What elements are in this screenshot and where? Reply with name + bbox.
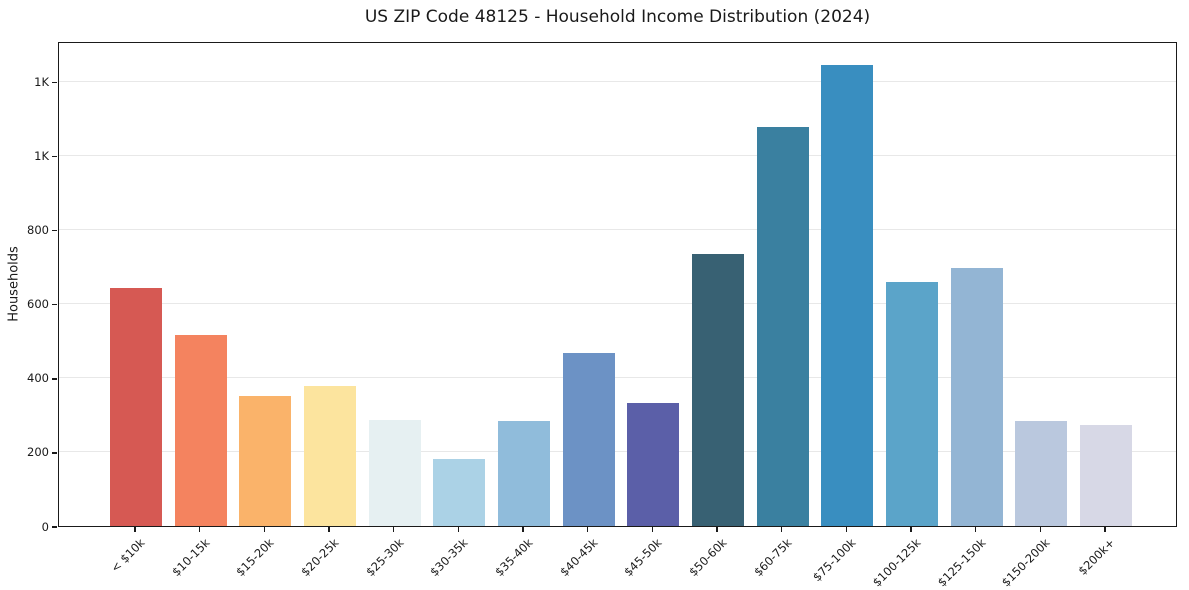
y-tick-label: 800 [27, 223, 49, 238]
x-tick-label: $30-35k [427, 535, 471, 580]
gridline-y-800 [59, 228, 1176, 230]
x-tick-label: $60-75k [750, 535, 795, 580]
x-tick-mark [392, 527, 395, 532]
bar-$35-40k [498, 420, 550, 526]
x-tick-label: < $10k [107, 535, 148, 576]
bar-$45-50k [627, 403, 680, 526]
x-tick-mark [457, 527, 460, 532]
bar-$15-20k [239, 396, 292, 526]
bar-$150-200k [1015, 420, 1068, 526]
x-tick-label: $125-150k [934, 535, 989, 590]
chart-title: US ZIP Code 48125 - Household Income Dis… [364, 7, 871, 27]
x-tick-mark [780, 527, 783, 532]
x-tick-label: $10-15k [168, 535, 213, 580]
gridline-y-200 [59, 450, 1176, 452]
x-tick-mark [134, 527, 136, 532]
y-tick-label: 1K [34, 75, 49, 90]
y-tick-label: 1K [34, 149, 49, 164]
x-tick-mark [716, 527, 718, 532]
x-tick-mark [198, 527, 201, 532]
bar-$75-100k [821, 65, 874, 526]
x-tick-label: $50-60k [686, 535, 730, 580]
y-tick-mark [52, 526, 57, 528]
y-tick-label: 400 [27, 371, 49, 386]
plot-area [58, 42, 1177, 527]
y-tick-mark [52, 229, 57, 232]
x-tick-mark [522, 527, 524, 532]
x-tick-label: $150-200k [999, 535, 1053, 590]
y-tick-mark [52, 451, 57, 454]
gridline-y-1200 [59, 80, 1176, 82]
bar-$25-30k [368, 420, 421, 526]
y-tick-mark [52, 155, 57, 158]
x-tick-label: $75-100k [810, 535, 859, 585]
x-tick-mark [845, 527, 848, 532]
x-tick-mark [1104, 527, 1106, 532]
x-tick-mark [651, 527, 654, 532]
x-tick-mark [586, 527, 589, 532]
bar-$50-60k [692, 253, 744, 526]
bar-$60-75k [756, 126, 809, 526]
bar-$10-15k [174, 334, 227, 526]
bar-$125-150k [950, 267, 1003, 526]
bar-$40-45k [562, 353, 615, 526]
y-tick-mark [52, 303, 57, 306]
bar-< $10k [110, 287, 162, 526]
y-tick-label: 0 [41, 519, 49, 534]
y-tick-label: 200 [27, 445, 49, 460]
y-tick-mark [52, 377, 57, 380]
x-tick-label: $20-25k [298, 535, 342, 580]
x-tick-label: $35-40k [492, 535, 536, 580]
x-tick-mark [328, 527, 330, 532]
x-tick-mark [974, 527, 977, 532]
bar-$100-125k [886, 282, 938, 526]
y-tick-mark [52, 81, 57, 84]
x-tick-mark [1039, 527, 1042, 532]
gridline-y-1000 [59, 154, 1176, 156]
bar-$30-35k [433, 458, 486, 526]
x-tick-mark [910, 527, 912, 532]
x-tick-label: $45-50k [621, 535, 665, 580]
x-tick-label: $15-20k [233, 535, 277, 580]
x-tick-label: $200k+ [1075, 535, 1118, 578]
x-tick-label: $100-125k [869, 535, 924, 590]
gridline-y-400 [59, 376, 1176, 378]
gridline-y-600 [59, 302, 1176, 304]
bar-$200k+ [1080, 425, 1132, 526]
x-tick-mark [263, 527, 266, 532]
bar-$20-25k [304, 386, 356, 526]
x-tick-label: $25-30k [362, 535, 407, 580]
y-tick-label: 600 [27, 297, 49, 312]
x-tick-label: $40-45k [556, 535, 601, 580]
